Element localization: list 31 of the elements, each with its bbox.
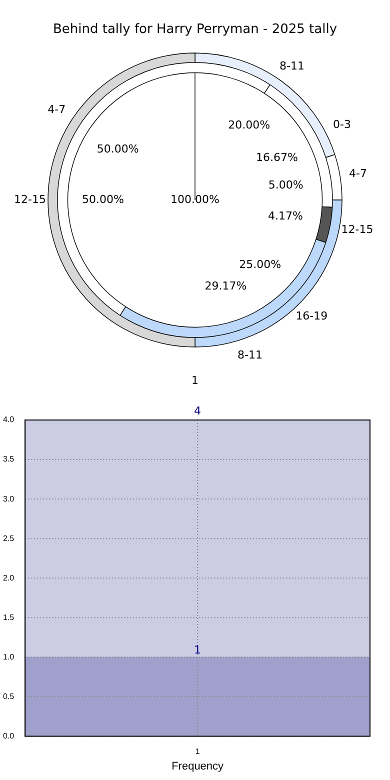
data-label: 25.00% (239, 258, 282, 271)
slice-label: 8-11 (238, 348, 263, 362)
y-tick-label: 0.0 (2, 731, 15, 740)
slice-label: 16-19 (296, 310, 328, 323)
slice-label: 12-15 (341, 222, 374, 236)
y-tick-label: 1.0 (2, 652, 15, 662)
y-tick-label: 4.0 (2, 415, 15, 424)
total-label: 4 (194, 404, 202, 418)
y-tick-label: 3.0 (2, 494, 15, 504)
data-label: 100.00% (170, 192, 220, 206)
slice-label: 8-11 (280, 59, 304, 72)
slice-label: 4-7 (348, 167, 367, 180)
slice-label: 4-7 (48, 102, 66, 116)
slice-label: 1 (192, 374, 198, 387)
y-tick-label: 0.5 (2, 692, 15, 701)
y-tick-label: 1.5 (2, 612, 15, 622)
data-label: 4.17% (268, 210, 303, 223)
data-label: 16.67% (256, 151, 298, 164)
y-tick-label: 2.5 (2, 534, 15, 543)
data-label: 29.17% (204, 280, 247, 293)
data-label: 1 (194, 644, 202, 657)
slice-label: 12-15 (14, 192, 46, 206)
data-label: 20.00% (228, 118, 270, 132)
y-tick-label: 2.0 (2, 573, 15, 582)
data-label: 5.00% (268, 178, 304, 192)
y-tick-label: 3.5 (2, 454, 15, 464)
data-label: 50.00% (96, 142, 139, 156)
data-label: 50.00% (82, 192, 124, 206)
slice-label: 0-3 (333, 118, 352, 131)
x-axis-title: Frequency (172, 760, 224, 772)
chart-title: Behind tally for Harry Perryman - 2025 tally (52, 22, 338, 37)
